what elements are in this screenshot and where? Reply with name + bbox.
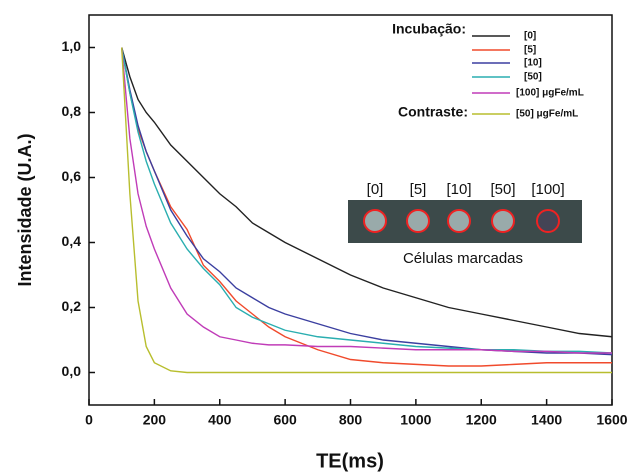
legend-label: [0] bbox=[524, 31, 536, 42]
inset-sample bbox=[363, 209, 387, 233]
inset-sample bbox=[447, 209, 471, 233]
x-tick-label: 1400 bbox=[531, 412, 562, 428]
x-tick-label: 200 bbox=[143, 412, 167, 428]
y-tick-label: 0,2 bbox=[62, 298, 82, 314]
inset-label: [100] bbox=[531, 181, 564, 198]
data-line bbox=[120, 47, 612, 374]
x-tick-label: 1000 bbox=[400, 412, 431, 428]
x-axis-label: TE(ms) bbox=[316, 450, 384, 472]
inset-sample bbox=[536, 209, 560, 233]
x-tick-label: 800 bbox=[339, 412, 363, 428]
x-tick-label: 600 bbox=[273, 412, 297, 428]
inset-sample bbox=[406, 209, 430, 233]
legend-label: [10] bbox=[524, 58, 542, 69]
y-tick-label: 0,0 bbox=[62, 363, 82, 379]
y-tick-label: 0,4 bbox=[62, 233, 82, 249]
y-tick-label: 1,0 bbox=[62, 38, 82, 54]
legend-label: [50] μgFe/mL bbox=[516, 109, 578, 120]
legend-label: [50] bbox=[524, 72, 542, 83]
x-tick-label: 1600 bbox=[596, 412, 627, 428]
inset-label: [0] bbox=[367, 181, 384, 198]
legend-group-title: Contraste: bbox=[398, 104, 468, 120]
legend-group-title: Incubação: bbox=[392, 21, 466, 37]
x-tick-label: 1200 bbox=[466, 412, 497, 428]
x-tick-label: 400 bbox=[208, 412, 232, 428]
data-line bbox=[121, 47, 613, 338]
inset-label: [5] bbox=[410, 181, 427, 198]
legend-label: [5] bbox=[524, 45, 536, 56]
inset-caption: Células marcadas bbox=[403, 250, 523, 267]
y-tick-label: 0,6 bbox=[62, 168, 82, 184]
y-axis-label: Intensidade (U.A.) bbox=[15, 133, 35, 286]
data-line bbox=[120, 47, 612, 354]
y-tick-label: 0,8 bbox=[62, 103, 82, 119]
legend-label: [100] μgFe/mL bbox=[516, 88, 584, 99]
x-tick-label: 0 bbox=[85, 412, 93, 428]
inset-label: [10] bbox=[446, 181, 471, 198]
inset-label: [50] bbox=[490, 181, 515, 198]
inset-sample bbox=[491, 209, 515, 233]
